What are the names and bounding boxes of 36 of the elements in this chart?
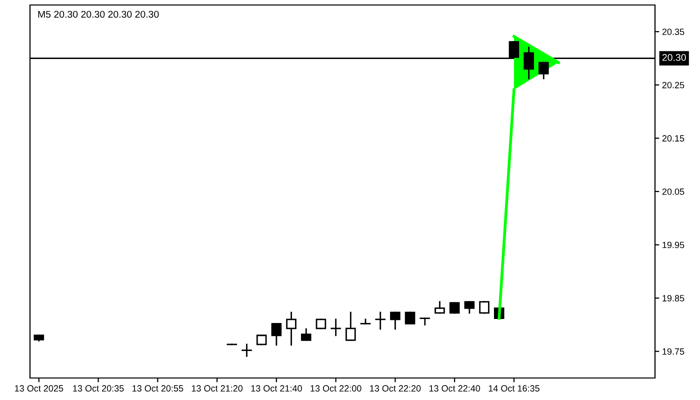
candlestick <box>242 344 252 357</box>
candlestick <box>346 312 356 341</box>
candlestick <box>434 301 445 314</box>
candlestick <box>404 312 416 324</box>
x-tick-label: 13 Oct 2025 <box>15 385 64 392</box>
candlestick <box>538 62 549 80</box>
candlestick <box>524 46 534 80</box>
y-tick-label: 19.75 <box>662 348 684 355</box>
x-tick-label: 13 Oct 20:55 <box>132 385 184 392</box>
x-tick-label: 13 Oct 21:20 <box>192 385 243 392</box>
x-tick-label: 13 Oct 22:20 <box>370 385 421 392</box>
candlestick <box>316 318 326 330</box>
x-tick-label: 13 Oct 22:40 <box>429 385 480 392</box>
y-tick-label: 20.15 <box>662 135 684 142</box>
chart-title: M5 20.30 20.30 20.30 20.30 <box>38 10 159 18</box>
candlestick <box>271 322 282 346</box>
candlestick <box>286 312 296 346</box>
candlestick <box>449 302 460 314</box>
candlestick <box>390 312 400 330</box>
x-tick-label: 13 Oct 21:40 <box>251 385 302 392</box>
ref-line-label: 20.30 <box>662 54 686 61</box>
candlestick <box>300 328 312 341</box>
y-tick-label: 20.35 <box>662 28 684 36</box>
y-tick-label: 20.05 <box>662 188 684 195</box>
y-tick-label: 19.95 <box>662 242 684 248</box>
candlestick <box>464 301 475 314</box>
y-tick-label: 20.25 <box>662 82 684 88</box>
candlestick <box>479 301 490 314</box>
candlestick <box>420 318 430 326</box>
candlestick <box>330 318 341 336</box>
x-tick-label: 13 Oct 22:00 <box>310 385 362 392</box>
candlestick <box>375 312 386 330</box>
candlestick <box>256 334 267 346</box>
x-tick-label: 14 Oct 16:35 <box>488 385 540 392</box>
x-tick-label: 13 Oct 20:35 <box>73 385 124 392</box>
y-tick-label: 19.85 <box>662 295 684 302</box>
